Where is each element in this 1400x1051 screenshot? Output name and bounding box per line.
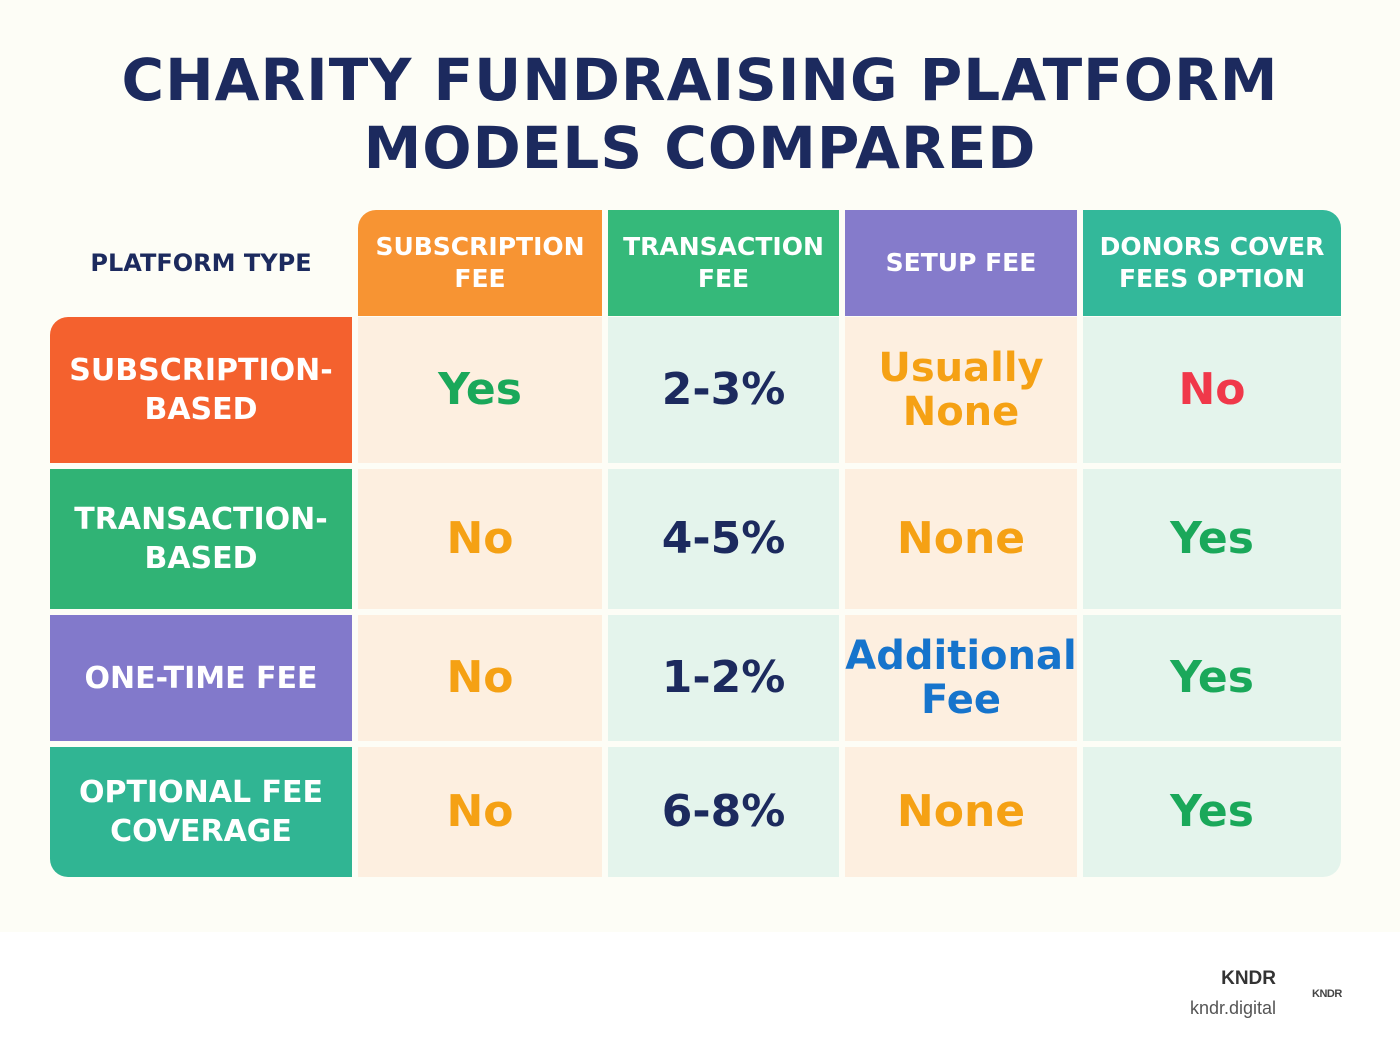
brand-block: KNDR kndr.digital: [1190, 968, 1276, 1019]
page-title: CHARITY FUNDRAISING PLATFORM MODELS COMP…: [0, 46, 1400, 182]
row-header-transaction-based: TRANSACTION-BASED: [50, 469, 352, 609]
table-cell: Additional Fee: [845, 615, 1077, 741]
title-line-1: CHARITY FUNDRAISING PLATFORM: [121, 46, 1279, 114]
column-header-donors-cover-fees: DONORS COVER FEES OPTION: [1083, 210, 1341, 316]
table-cell: 4-5%: [608, 469, 839, 609]
corner-label: PLATFORM TYPE: [90, 249, 312, 277]
title-line-2: MODELS COMPARED: [363, 114, 1037, 182]
column-header-subscription-fee: SUBSCRIPTION FEE: [358, 210, 602, 316]
infographic-card: CHARITY FUNDRAISING PLATFORM MODELS COMP…: [0, 46, 1400, 877]
table-cell: None: [845, 747, 1077, 877]
table-cell: No: [1083, 317, 1341, 463]
column-header-setup-fee: SETUP FEE: [845, 210, 1077, 316]
table-cell: No: [358, 615, 602, 741]
table-cell: 2-3%: [608, 317, 839, 463]
table-cell: Yes: [358, 317, 602, 463]
row-header-optional-fee-coverage: OPTIONAL FEE COVERAGE: [50, 747, 352, 877]
table-cell: No: [358, 469, 602, 609]
table-cell: Yes: [1083, 469, 1341, 609]
brand-name: KNDR: [1221, 968, 1276, 989]
row-header-subscription-based: SUBSCRIPTION-BASED: [50, 317, 352, 463]
brand-url: kndr.digital: [1189, 998, 1276, 1018]
table-cell: Yes: [1083, 615, 1341, 741]
table-cell: Yes: [1083, 747, 1341, 877]
table-cell: Usually None: [845, 317, 1077, 463]
table-cell: None: [845, 469, 1077, 609]
row-header-one-time-fee: ONE-TIME FEE: [50, 615, 352, 741]
column-header-transaction-fee: TRANSACTION FEE: [608, 210, 839, 316]
brand-logo: KNDR: [1312, 988, 1342, 1000]
table-cell: 1-2%: [608, 615, 839, 741]
table-cell: 6-8%: [608, 747, 839, 877]
table-cell: No: [358, 747, 602, 877]
